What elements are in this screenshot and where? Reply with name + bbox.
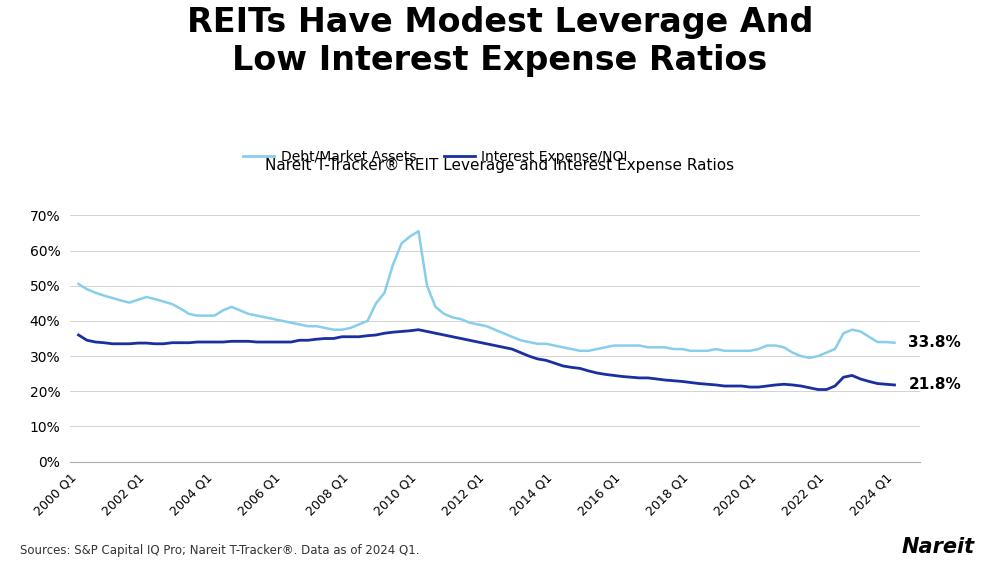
Line: Debt/Market Assets: Debt/Market Assets [78, 231, 894, 358]
Interest Expense/NOI [98, 339, 110, 346]
Debt/Market Assets [548, 342, 560, 349]
Interest Expense/NOI [72, 332, 84, 338]
Line: Interest Expense/NOI: Interest Expense/NOI [78, 330, 894, 390]
Interest Expense/NOI [710, 382, 722, 388]
Debt/Market Assets [888, 339, 900, 346]
Interest Expense/NOI [812, 386, 824, 393]
Text: Nareit T-Tracker® REIT Leverage and Interest Expense Ratios: Nareit T-Tracker® REIT Leverage and Inte… [265, 158, 735, 173]
Text: Nareit: Nareit [902, 537, 975, 557]
Text: Sources: S&P Capital IQ Pro; Nareit T-Tracker®. Data as of 2024 Q1.: Sources: S&P Capital IQ Pro; Nareit T-Tr… [20, 544, 420, 557]
Debt/Market Assets [489, 327, 501, 333]
Debt/Market Assets [710, 346, 722, 352]
Text: 21.8%: 21.8% [908, 377, 961, 392]
Debt/Market Assets [132, 296, 144, 303]
Interest Expense/NOI [412, 327, 424, 333]
Debt/Market Assets [803, 355, 815, 361]
Text: REITs Have Modest Leverage And
Low Interest Expense Ratios: REITs Have Modest Leverage And Low Inter… [187, 6, 813, 77]
Interest Expense/NOI [132, 339, 144, 346]
Debt/Market Assets [98, 292, 110, 299]
Legend: Debt/Market Assets, Interest Expense/NOI: Debt/Market Assets, Interest Expense/NOI [238, 144, 633, 169]
Interest Expense/NOI [285, 338, 297, 345]
Text: 33.8%: 33.8% [908, 335, 961, 350]
Debt/Market Assets [285, 319, 297, 326]
Interest Expense/NOI [548, 360, 560, 367]
Interest Expense/NOI [888, 382, 900, 388]
Interest Expense/NOI [489, 342, 501, 349]
Debt/Market Assets [412, 228, 424, 235]
Debt/Market Assets [72, 280, 84, 287]
